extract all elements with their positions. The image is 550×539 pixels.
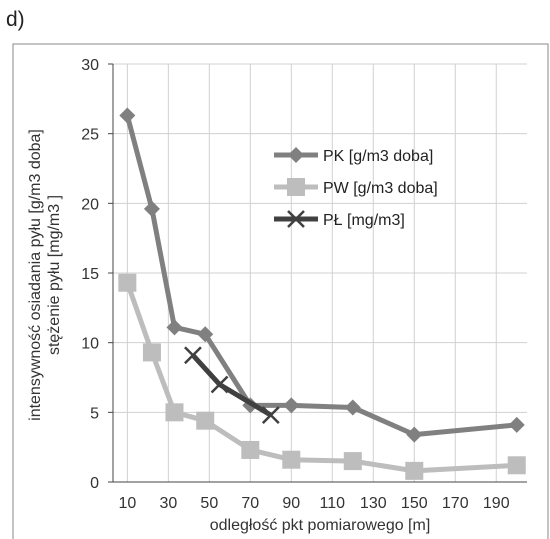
y-axis-title: stężenie pyłu [mg/m3 ] (46, 195, 63, 355)
x-tick-label: 90 (282, 495, 300, 512)
legend-label: PŁ [mg/m3] (323, 212, 405, 229)
data-point (406, 426, 423, 443)
data-point (196, 411, 215, 430)
data-point (508, 416, 525, 433)
y-tick-label: 20 (81, 196, 99, 213)
data-point (241, 440, 260, 459)
legend-swatch-marker (288, 147, 304, 163)
data-point (282, 450, 301, 469)
legend-swatch-marker (287, 210, 305, 228)
x-tick-label: 50 (200, 495, 218, 512)
y-tick-label: 25 (81, 127, 99, 144)
data-point (118, 273, 137, 292)
x-axis-title: odległość pkt pomiarowego [m] (210, 517, 431, 534)
legend-label: PW [g/m3 doba] (323, 180, 438, 197)
chart-frame (12, 43, 549, 539)
x-tick-label: 70 (241, 495, 259, 512)
y-tick-label: 0 (90, 475, 99, 492)
x-tick-label: 10 (118, 495, 136, 512)
data-point (119, 107, 136, 124)
x-tick-label: 190 (483, 495, 510, 512)
legend-label: PK [g/m3 doba] (323, 148, 433, 165)
x-tick-label: 170 (442, 495, 469, 512)
y-tick-label: 5 (90, 405, 99, 422)
data-point (507, 456, 526, 475)
data-point (143, 200, 160, 217)
data-point (184, 346, 202, 365)
series-line-1 (124, 281, 517, 474)
series-line-2 (191, 353, 273, 418)
data-point (210, 375, 229, 394)
data-point (405, 461, 424, 480)
data-point (142, 343, 161, 362)
x-tick-label: 130 (360, 495, 387, 512)
x-tick-label: 30 (159, 495, 177, 512)
y-tick-label: 15 (81, 266, 99, 283)
y-axis-title: intensywność osiadania pyłu [g/m3 doba] (27, 129, 44, 421)
y-tick-label: 10 (81, 336, 99, 353)
legend-swatch-marker (287, 178, 305, 196)
data-point (166, 319, 183, 336)
x-tick-label: 150 (401, 495, 428, 512)
data-point (283, 397, 300, 414)
data-point (343, 452, 362, 471)
data-point (261, 406, 280, 425)
x-tick-label: 110 (320, 495, 346, 512)
y-tick-label: 30 (81, 57, 99, 74)
data-point (344, 399, 361, 416)
data-point (165, 403, 184, 422)
data-point (197, 326, 214, 343)
panel-label: d) (6, 8, 25, 31)
